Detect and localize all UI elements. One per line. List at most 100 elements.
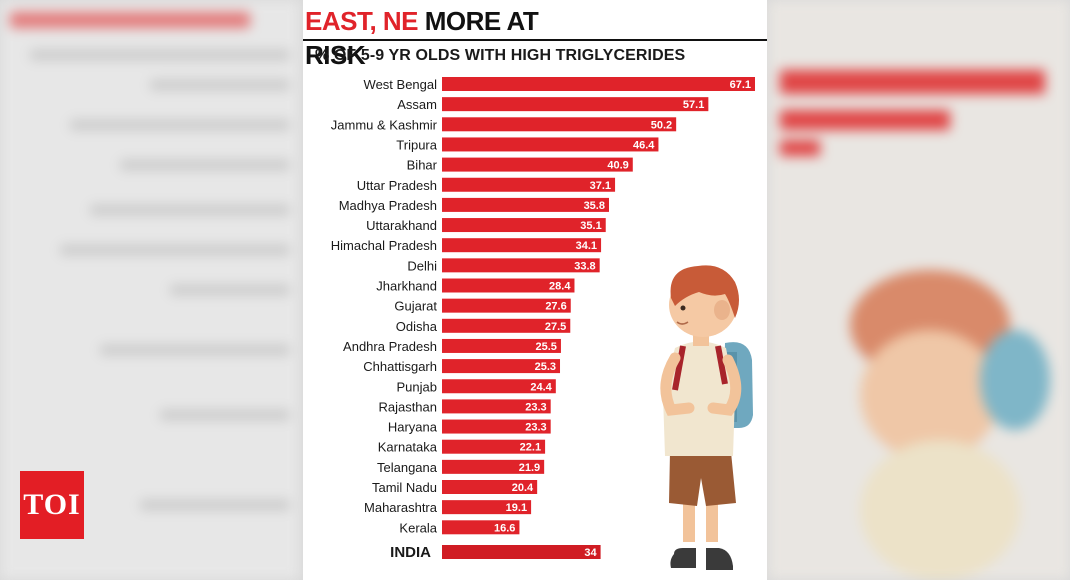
headline-divider bbox=[303, 39, 767, 41]
value-label: 25.5 bbox=[536, 341, 557, 353]
bar bbox=[442, 218, 606, 233]
shorts bbox=[669, 452, 736, 506]
bar bbox=[442, 379, 556, 394]
value-label: 27.5 bbox=[545, 321, 566, 333]
bar bbox=[442, 97, 709, 112]
blurred-red-bar bbox=[780, 110, 950, 130]
value-label: 34 bbox=[584, 547, 597, 559]
value-label: 50.2 bbox=[651, 119, 672, 131]
blurred-red-bar bbox=[780, 70, 1045, 94]
category-label: Uttarakhand bbox=[366, 218, 437, 233]
value-label: 37.1 bbox=[590, 180, 611, 192]
mouth bbox=[676, 321, 689, 325]
boy-illustration bbox=[660, 265, 753, 570]
bar-chart: West Bengal 67.1 Assam 57.1 Jammu & Kashmir 5… bbox=[331, 77, 755, 570]
category-label: Gujarat bbox=[394, 299, 437, 314]
bar bbox=[442, 439, 546, 454]
blurred-line bbox=[160, 410, 290, 420]
blurred-line bbox=[90, 205, 290, 215]
value-label: 23.3 bbox=[525, 422, 546, 434]
value-label: 40.9 bbox=[607, 160, 628, 172]
blurred-line bbox=[150, 80, 290, 90]
bar bbox=[442, 298, 571, 313]
bar bbox=[442, 520, 520, 535]
bars-layer: West Bengal 67.1 Assam 57.1 Jammu & Kashmir 5… bbox=[331, 77, 755, 561]
bar bbox=[442, 197, 609, 212]
bar bbox=[442, 238, 602, 253]
category-label: Telangana bbox=[377, 460, 438, 475]
bar bbox=[442, 500, 532, 515]
chart-title: % OF 5-9 YR OLDS WITH HIGH TRIGLYCERIDES bbox=[315, 47, 686, 64]
headline-red-part: EAST, NE bbox=[305, 6, 419, 36]
blurred-line bbox=[60, 245, 290, 255]
value-label: 67.1 bbox=[730, 79, 751, 91]
blurred-shirt bbox=[860, 440, 1020, 580]
blurred-face bbox=[860, 330, 1000, 460]
category-label: Assam bbox=[397, 97, 437, 112]
infographic-card: EAST, NE MORE AT RISK % OF 5-9 YR OLDS W… bbox=[303, 0, 767, 580]
bar bbox=[442, 177, 616, 192]
category-label: Himachal Pradesh bbox=[331, 238, 437, 253]
category-label: Bihar bbox=[407, 158, 438, 173]
category-label: Rajasthan bbox=[378, 399, 437, 414]
toi-logo: TOI bbox=[20, 471, 84, 539]
hair bbox=[670, 265, 739, 318]
value-label: 57.1 bbox=[683, 99, 704, 111]
value-label: 34.1 bbox=[576, 240, 597, 252]
category-label: Chhattisgarh bbox=[363, 359, 437, 374]
category-label: Maharashtra bbox=[364, 500, 438, 515]
category-label: Tripura bbox=[396, 137, 437, 152]
category-label: Jharkhand bbox=[376, 279, 437, 294]
right-arm bbox=[707, 354, 742, 416]
bar bbox=[442, 117, 677, 132]
value-label: 35.8 bbox=[584, 200, 605, 212]
bar bbox=[442, 318, 571, 333]
left-strap bbox=[672, 345, 686, 391]
bar bbox=[442, 258, 600, 273]
bar bbox=[442, 278, 575, 293]
value-label: 35.1 bbox=[580, 220, 601, 232]
headline: EAST, NE MORE AT RISK bbox=[303, 4, 605, 70]
bar bbox=[442, 157, 633, 172]
value-label: 25.3 bbox=[535, 361, 556, 373]
category-label: Haryana bbox=[388, 420, 438, 435]
value-label: 28.4 bbox=[549, 281, 571, 293]
bar bbox=[442, 77, 755, 91]
value-label: 33.8 bbox=[574, 260, 595, 272]
blurred-line bbox=[170, 285, 290, 295]
bar-india bbox=[442, 545, 601, 559]
bar bbox=[442, 359, 561, 374]
value-label: 27.6 bbox=[545, 301, 566, 313]
category-label: Punjab bbox=[397, 379, 437, 394]
eye bbox=[680, 305, 686, 311]
value-label: 23.3 bbox=[525, 401, 546, 413]
value-label: 22.1 bbox=[520, 442, 541, 454]
category-label: Madhya Pradesh bbox=[339, 198, 437, 213]
category-label: Kerala bbox=[399, 520, 437, 535]
bar bbox=[442, 137, 659, 152]
value-label: 21.9 bbox=[519, 462, 540, 474]
category-label: West Bengal bbox=[364, 77, 438, 92]
blurred-line bbox=[30, 50, 290, 60]
value-label: 20.4 bbox=[512, 482, 534, 494]
right-strap bbox=[715, 345, 728, 385]
blurred-line bbox=[70, 120, 290, 130]
left-arm bbox=[660, 352, 695, 416]
category-label: Andhra Pradesh bbox=[343, 339, 437, 354]
bar bbox=[442, 419, 551, 434]
value-label: 46.4 bbox=[633, 139, 655, 151]
left-leg bbox=[683, 500, 695, 552]
category-label: Jammu & Kashmir bbox=[331, 117, 438, 132]
blurred-headline bbox=[10, 12, 250, 28]
right-leg bbox=[706, 500, 718, 552]
blurred-red-bar bbox=[780, 140, 820, 156]
right-shoe bbox=[706, 548, 733, 570]
blurred-line bbox=[120, 160, 290, 170]
category-label: INDIA bbox=[390, 544, 431, 561]
blurred-backpack bbox=[980, 330, 1050, 430]
category-label: Delhi bbox=[407, 258, 437, 273]
bar bbox=[442, 480, 538, 494]
headline-black-part: MORE AT RISK bbox=[305, 6, 539, 70]
value-label: 16.6 bbox=[494, 522, 515, 534]
blurred-line bbox=[100, 345, 290, 355]
